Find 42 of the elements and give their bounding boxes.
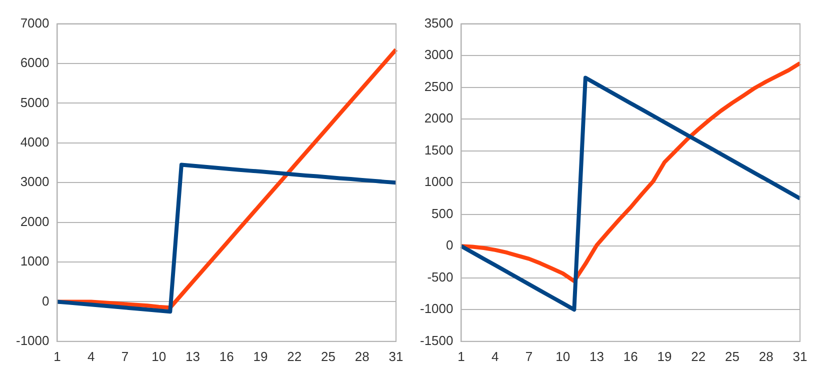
y-tick-label: 7000 [20, 15, 50, 30]
x-tick-label: 13 [186, 348, 200, 364]
y-tick-label: 2000 [424, 110, 454, 126]
y-tick-label: 500 [432, 206, 454, 221]
y-tick-label: 6000 [20, 55, 50, 70]
x-tick-label: 22 [287, 348, 302, 364]
x-tick-label: 31 [388, 348, 404, 364]
y-tick-label: -1000 [420, 301, 454, 316]
x-tick-label: 16 [219, 348, 234, 364]
y-tick-label: -1500 [420, 332, 454, 348]
y-tick-label: 1500 [424, 142, 454, 158]
y-tick-label: 0 [446, 238, 454, 253]
x-tick-label: 25 [725, 348, 740, 364]
y-tick-label: 4000 [20, 134, 50, 150]
x-tick-label: 31 [792, 348, 808, 364]
x-tick-label: 22 [691, 348, 706, 364]
x-tick-label: 28 [354, 348, 370, 364]
y-tick-label: 3500 [424, 15, 454, 30]
y-tick-label: 5000 [20, 94, 50, 110]
x-tick-label: 1 [54, 348, 61, 364]
x-tick-label: 4 [88, 348, 95, 364]
y-tick-label: 1000 [20, 254, 50, 269]
x-tick-label: 25 [321, 348, 336, 364]
y-tick-label: 0 [42, 293, 50, 308]
x-tick-label: 7 [121, 348, 129, 364]
y-tick-label: 3000 [424, 47, 454, 62]
x-tick-label: 19 [657, 348, 672, 364]
x-tick-label: 1 [458, 348, 465, 364]
y-tick-label: 2500 [424, 78, 454, 94]
x-tick-label: 10 [152, 348, 166, 364]
y-tick-label: -500 [427, 269, 454, 284]
y-tick-label: 1000 [424, 174, 454, 190]
x-tick-label: 28 [758, 348, 774, 364]
x-tick-label: 13 [590, 348, 604, 364]
y-tick-label: 3000 [20, 174, 50, 190]
x-tick-label: 10 [556, 348, 570, 364]
y-tick-label: 2000 [20, 214, 50, 229]
x-tick-label: 16 [623, 348, 638, 364]
x-tick-label: 7 [525, 348, 533, 364]
x-tick-label: 4 [492, 348, 499, 364]
y-tick-label: -1000 [16, 332, 50, 348]
x-tick-label: 19 [253, 348, 268, 364]
